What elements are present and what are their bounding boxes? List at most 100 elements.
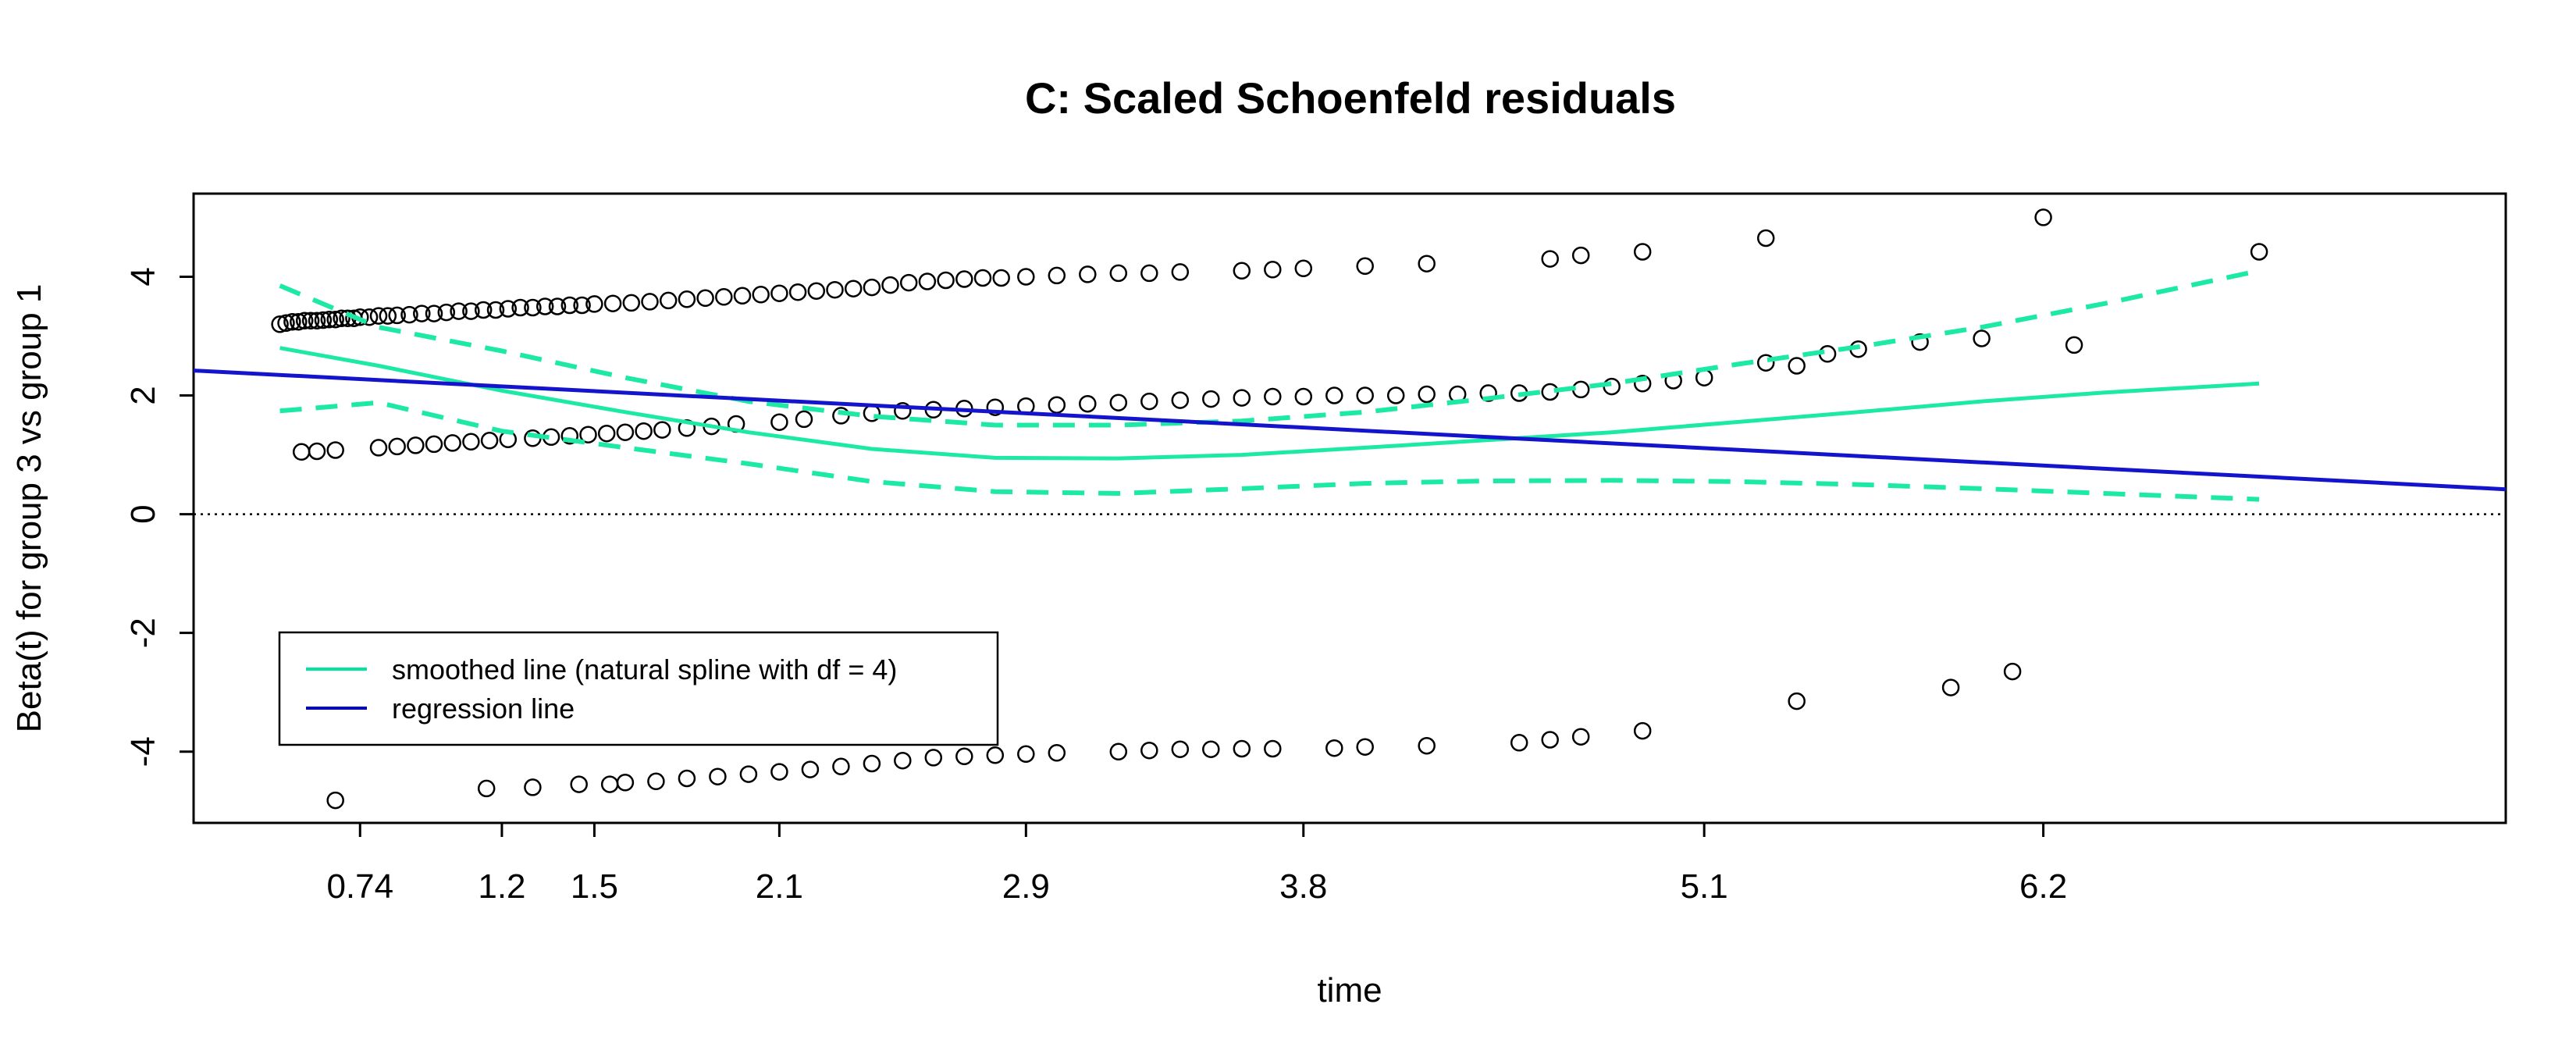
residual-point: [1048, 744, 1066, 762]
residual-point: [1109, 393, 1128, 411]
x-tick-label: 3.8: [1279, 867, 1327, 906]
residual-point: [1048, 266, 1066, 285]
residual-point: [2034, 208, 2052, 226]
residual-point: [1510, 734, 1528, 752]
plot-area-frame: [192, 192, 2507, 824]
chart-title: C: Scaled Schoenfeld residuals: [1025, 73, 1676, 123]
residual-point: [271, 315, 289, 333]
residual-point: [560, 296, 579, 315]
confidence-band-upper: [279, 268, 2260, 428]
residual-point: [1756, 229, 1775, 247]
residual-point: [388, 437, 406, 456]
y-tick-label: -4: [124, 736, 162, 767]
smoothed-spline-line: [279, 346, 2260, 461]
residual-point: [283, 312, 301, 331]
residual-point: [1788, 692, 1806, 710]
residual-point: [326, 310, 344, 329]
residual-point: [1356, 386, 1374, 404]
residual-point: [770, 763, 788, 781]
residual-point: [600, 775, 619, 793]
residual-point: [425, 435, 443, 454]
residual-point: [807, 282, 826, 300]
residual-point: [524, 778, 542, 796]
residual-point: [641, 293, 659, 311]
residual-point: [1079, 394, 1097, 413]
residual-point: [1017, 745, 1035, 764]
residual-point: [524, 298, 542, 317]
y-tick-label: 2: [124, 386, 162, 404]
residual-point: [2250, 243, 2268, 261]
residual-point: [333, 309, 350, 327]
residual-point: [1571, 246, 1590, 265]
residual-point: [894, 402, 912, 420]
y-tick-label: 0: [124, 504, 162, 523]
residual-point: [1264, 261, 1282, 279]
residual-point: [801, 760, 820, 778]
residual-point: [326, 441, 344, 459]
residual-point: [1233, 389, 1251, 407]
residual-point: [360, 308, 379, 326]
residual-point: [570, 775, 588, 793]
residual-point: [369, 439, 388, 457]
residual-point: [474, 301, 493, 319]
residual-point: [1264, 739, 1282, 758]
residual-point: [1048, 396, 1066, 414]
residual-point: [292, 443, 311, 461]
residual-point: [314, 311, 333, 329]
legend-box: [278, 631, 999, 746]
residual-point: [407, 436, 425, 454]
residual-point: [678, 290, 696, 308]
residual-point: [369, 307, 388, 325]
y-tick-label: 4: [124, 267, 162, 286]
residual-point: [1171, 391, 1190, 409]
legend-label-smoothed-line: smoothed line (natural spline with df = …: [392, 653, 897, 685]
residual-point: [597, 424, 616, 443]
residual-point: [603, 294, 622, 312]
residual-point: [1418, 255, 1436, 272]
residual-point: [986, 746, 1005, 764]
x-tick-label: 6.2: [2019, 867, 2067, 906]
residual-point: [379, 307, 397, 325]
residual-point: [511, 298, 529, 317]
residual-point: [1386, 386, 1405, 404]
residual-point: [1541, 250, 1559, 268]
residual-point: [308, 442, 326, 461]
residual-point: [955, 747, 973, 766]
residual-point: [1418, 736, 1436, 755]
residual-point: [443, 434, 461, 452]
legend-label-regression-line: regression line: [392, 693, 575, 725]
residual-point: [1140, 392, 1158, 411]
residual-point: [752, 286, 770, 304]
residual-point: [1973, 329, 1991, 347]
residual-point: [573, 296, 591, 315]
residual-point: [1233, 739, 1251, 758]
residual-point: [1911, 333, 1929, 351]
residual-point: [992, 269, 1010, 287]
residual-point: [326, 791, 344, 810]
y-axis-label: Beta(t) for group 3 vs group 1: [10, 284, 48, 733]
residual-point: [1202, 390, 1220, 408]
x-tick-label: 5.1: [1681, 867, 1728, 906]
y-tick-label: -2: [124, 618, 162, 648]
fitted-lines-layer: [193, 268, 2507, 502]
residual-point: [924, 749, 943, 767]
residual-point: [659, 291, 678, 310]
residual-point: [1633, 375, 1652, 393]
residual-point: [739, 765, 758, 783]
residual-point: [477, 779, 496, 798]
residual-point: [535, 297, 554, 315]
residual-point: [462, 433, 480, 451]
axes-layer: -4 -2 0 2 4 0.74 1.2 1.5 2.1 2.9 3.8 5.1 6.2: [124, 267, 2067, 906]
residual-point: [1356, 257, 1374, 276]
residual-point: [863, 278, 881, 297]
legend: smoothed line (natural spline with df = …: [278, 631, 999, 746]
x-tick-label: 2.1: [756, 867, 803, 906]
residual-point: [1140, 741, 1158, 760]
residual-point: [795, 410, 813, 429]
residual-point: [863, 754, 881, 773]
residual-point: [425, 304, 443, 322]
residual-point: [1571, 728, 1590, 746]
residual-point: [1756, 354, 1775, 372]
residual-point: [770, 284, 788, 302]
residual-point: [308, 312, 326, 329]
